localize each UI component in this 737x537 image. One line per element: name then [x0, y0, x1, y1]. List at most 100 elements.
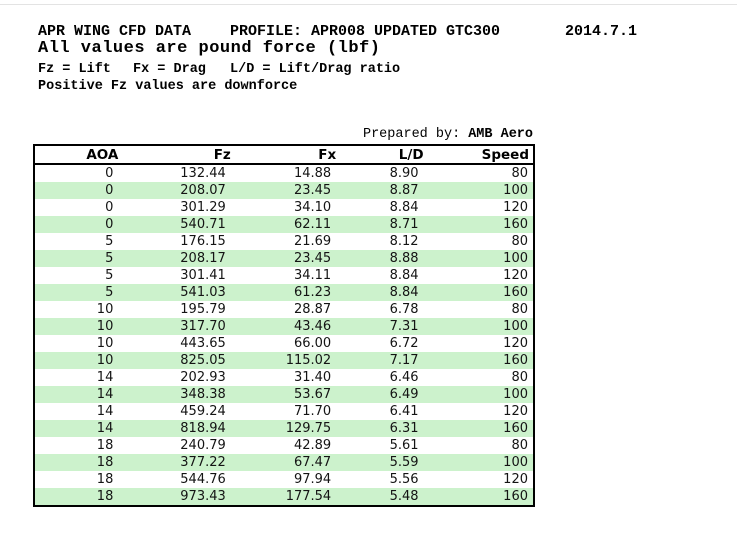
table-row: 5 176.15 21.69 8.12 80: [34, 233, 534, 250]
cell-speed: 120: [503, 336, 528, 351]
cell-speed: 160: [503, 353, 528, 368]
cell-ld: 6.46: [389, 370, 419, 385]
document-title: APR WING CFD DATA: [38, 23, 192, 40]
cell-fz: 443.65: [180, 336, 226, 351]
cell-fx: 43.46: [293, 319, 332, 334]
table-row: 5 541.03 61.23 8.84 160: [34, 284, 534, 301]
cell-ld: 6.49: [389, 387, 419, 402]
cell-fx: 61.23: [293, 285, 332, 300]
cell-fz: 544.76: [180, 472, 226, 487]
prepared-by: Prepared by: AMB Aero: [33, 127, 533, 142]
cell-speed: 160: [503, 285, 528, 300]
table-row: 10 825.05 115.02 7.17 160: [34, 352, 534, 369]
cell-fz: 459.24: [180, 404, 226, 419]
table-row: 10 317.70 43.46 7.31 100: [34, 318, 534, 335]
cell-aoa: 10: [96, 353, 114, 368]
cell-aoa: 5: [105, 268, 114, 283]
legend-line: Fz = Lift Fx = Drag L/D = Lift/Drag rati…: [0, 62, 737, 77]
cell-fz: 240.79: [180, 438, 226, 453]
column-header-speed: Speed: [427, 145, 534, 165]
cell-fx: 28.87: [293, 302, 332, 317]
table-row: 0 540.71 62.11 8.71 160: [34, 216, 534, 233]
table-row: 14 202.93 31.40 6.46 80: [34, 369, 534, 386]
table-row: 18 377.22 67.47 5.59 100: [34, 454, 534, 471]
cell-fz: 208.17: [180, 251, 226, 266]
cell-fz: 541.03: [180, 285, 226, 300]
cell-aoa: 0: [105, 183, 114, 198]
cell-fz: 377.22: [180, 455, 226, 470]
cell-fx: 66.00: [293, 336, 332, 351]
cell-fz: 317.70: [180, 319, 226, 334]
cell-aoa: 14: [96, 404, 114, 419]
cell-ld: 8.12: [389, 234, 419, 249]
cell-ld: 8.84: [389, 268, 419, 283]
cell-aoa: 0: [105, 166, 114, 181]
cell-ld: 8.71: [389, 217, 419, 232]
column-header-fz: Fz: [122, 145, 235, 165]
cell-fz: 301.41: [180, 268, 226, 283]
page-top-divider: [0, 4, 737, 5]
cell-fx: 53.67: [293, 387, 332, 402]
cell-speed: 80: [511, 234, 528, 249]
cell-fx: 62.11: [293, 217, 332, 232]
cell-ld: 7.17: [389, 353, 419, 368]
table-row: 14 818.94 129.75 6.31 160: [34, 420, 534, 437]
cell-fz: 818.94: [180, 421, 226, 436]
cell-fx: 67.47: [293, 455, 332, 470]
cell-fx: 23.45: [293, 183, 332, 198]
table-row: 14 459.24 71.70 6.41 120: [34, 403, 534, 420]
cell-ld: 5.61: [389, 438, 419, 453]
cell-ld: 8.84: [389, 200, 419, 215]
cell-aoa: 0: [105, 217, 114, 232]
cell-aoa: 14: [96, 387, 114, 402]
date-label: 2014.7.1: [565, 23, 638, 40]
cell-ld: 5.59: [389, 455, 419, 470]
cell-speed: 160: [503, 421, 528, 436]
table-row: 0 208.07 23.45 8.87 100: [34, 182, 534, 199]
legend-ld: L/D = Lift/Drag ratio: [230, 62, 401, 77]
cell-aoa: 14: [96, 370, 114, 385]
cell-aoa: 5: [105, 251, 114, 266]
cell-ld: 7.31: [389, 319, 419, 334]
table-row: 5 208.17 23.45 8.88 100: [34, 250, 534, 267]
cell-aoa: 18: [96, 489, 114, 504]
column-header-fx: Fx: [234, 145, 341, 165]
table-body: 0 132.44 14.88 8.90 80 0 208.07 23.45 8.87 100 0 30…: [34, 164, 534, 506]
cell-fz: 825.05: [180, 353, 226, 368]
cell-fx: 71.70: [293, 404, 332, 419]
legend-fz: Fz = Lift: [38, 62, 111, 77]
cell-speed: 80: [511, 438, 528, 453]
table-row: 0 301.29 34.10 8.84 120: [34, 199, 534, 216]
cell-speed: 80: [511, 166, 528, 181]
cell-ld: 6.41: [389, 404, 419, 419]
cell-ld: 6.78: [389, 302, 419, 317]
cell-speed: 80: [511, 370, 528, 385]
cell-speed: 160: [503, 489, 528, 504]
cell-fx: 97.94: [293, 472, 332, 487]
cell-fx: 23.45: [293, 251, 332, 266]
cell-aoa: 5: [105, 285, 114, 300]
cell-ld: 8.84: [389, 285, 419, 300]
cell-fz: 132.44: [180, 166, 226, 181]
cell-speed: 80: [511, 302, 528, 317]
cell-fz: 195.79: [180, 302, 226, 317]
cell-ld: 5.56: [389, 472, 419, 487]
cell-aoa: 10: [96, 302, 114, 317]
cell-ld: 8.87: [389, 183, 419, 198]
cell-aoa: 10: [96, 319, 114, 334]
cell-aoa: 0: [105, 200, 114, 215]
cell-ld: 6.72: [389, 336, 419, 351]
cell-fz: 973.43: [180, 489, 226, 504]
cell-fz: 176.15: [180, 234, 226, 249]
cell-fx: 31.40: [293, 370, 332, 385]
cell-ld: 8.88: [389, 251, 419, 266]
cell-ld: 5.48: [389, 489, 419, 504]
cell-speed: 100: [503, 183, 528, 198]
column-header-ld: L/D: [340, 145, 428, 165]
table-row: 0 132.44 14.88 8.90 80: [34, 164, 534, 182]
cell-aoa: 5: [105, 234, 114, 249]
cell-fz: 540.71: [180, 217, 226, 232]
legend-fx: Fx = Drag: [133, 62, 206, 77]
profile-label: PROFILE: APR008 UPDATED GTC300: [230, 23, 501, 40]
table-row: 18 544.76 97.94 5.56 120: [34, 471, 534, 488]
